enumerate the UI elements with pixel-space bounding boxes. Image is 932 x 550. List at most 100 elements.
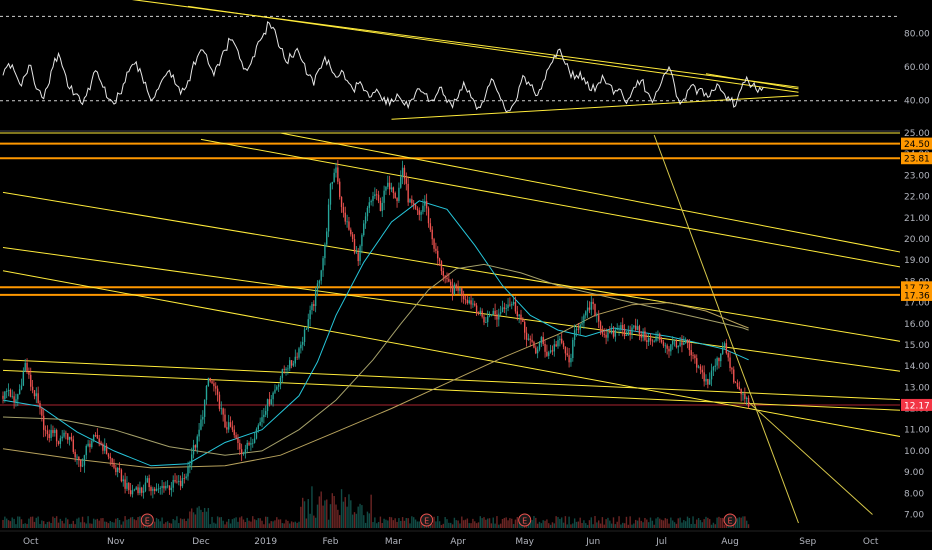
volume-bar — [13, 518, 15, 528]
volume-bar — [294, 521, 296, 528]
volume-bar — [468, 523, 470, 528]
candle-body — [120, 469, 123, 482]
price-tick-label: 11.00 — [904, 426, 930, 436]
candle-body — [220, 408, 222, 410]
volume-bar — [446, 519, 448, 528]
volume-bar — [309, 513, 311, 528]
volume-bar — [710, 524, 713, 528]
volume-bar — [535, 517, 537, 528]
volume-bar — [409, 523, 411, 528]
volume-bar — [292, 522, 295, 528]
volume-bar — [6, 518, 8, 528]
volume-bar — [586, 524, 589, 528]
candle-body — [203, 399, 206, 417]
candle-body — [72, 439, 74, 452]
volume-bar — [670, 517, 672, 528]
candle-body — [141, 487, 143, 493]
volume-bar — [723, 524, 726, 528]
volume-bar — [372, 522, 374, 528]
candle-body — [450, 281, 452, 286]
volume-bar — [87, 516, 89, 528]
earnings-marker-label: E — [145, 517, 150, 526]
candle-body — [357, 252, 359, 262]
volume-bar — [7, 520, 10, 528]
volume-bar — [475, 523, 478, 528]
candle-body — [265, 411, 267, 415]
candle-body — [322, 258, 324, 271]
candle-body — [111, 458, 113, 463]
candle-body — [2, 395, 4, 399]
candle-body — [416, 208, 419, 211]
volume-bar — [228, 518, 230, 528]
volume-bar — [74, 524, 76, 528]
volume-bar — [154, 521, 156, 528]
volume-bar — [374, 517, 376, 528]
candle-body — [52, 430, 54, 434]
candle-body — [573, 330, 576, 340]
volume-bar — [490, 523, 493, 528]
candle-body — [586, 307, 589, 312]
volume-bar — [505, 517, 507, 528]
candle-body — [446, 277, 448, 280]
candle-body — [276, 386, 278, 390]
candle-body — [263, 414, 265, 418]
candle-body — [564, 346, 567, 354]
volume-bar — [568, 516, 570, 528]
candle-body — [422, 205, 424, 212]
volume-bar — [407, 518, 409, 528]
candle-body — [457, 287, 459, 291]
volume-bar — [163, 523, 165, 528]
candle-body — [420, 211, 422, 215]
volume-bar — [233, 518, 235, 528]
volume-bar — [548, 523, 550, 528]
volume-bar — [610, 523, 613, 528]
candle-body — [118, 467, 121, 470]
volume-bar — [376, 523, 378, 528]
candle-body — [202, 416, 204, 420]
candle-body — [400, 177, 402, 188]
candle-body — [694, 355, 696, 359]
candle-body — [407, 183, 409, 203]
candle-body — [401, 167, 404, 178]
candle-body — [579, 324, 581, 330]
candle-body — [431, 229, 433, 240]
candle-body — [7, 389, 10, 391]
volume-bar — [305, 518, 308, 528]
volume-bar — [414, 519, 417, 528]
volume-bar — [350, 500, 352, 528]
candle-body — [187, 466, 189, 477]
price-trendline-4 — [2, 246, 910, 374]
candle-body — [59, 438, 62, 444]
volume-bar — [581, 523, 583, 528]
candle-body — [170, 487, 173, 491]
volume-bar — [481, 518, 483, 528]
earnings-marker-3 — [723, 513, 737, 527]
candle-body — [427, 208, 430, 224]
candle-body — [94, 435, 97, 436]
candle-body — [555, 344, 557, 347]
candle-body — [224, 414, 226, 428]
volume-bar — [231, 519, 234, 528]
candle-body — [396, 198, 398, 202]
candle-body — [561, 338, 563, 343]
candle-body — [41, 408, 43, 416]
volume-bar — [720, 517, 722, 528]
volume-bar — [263, 524, 265, 528]
volume-bar — [128, 519, 130, 528]
volume-bar — [657, 517, 659, 528]
volume-bar — [536, 523, 539, 528]
volume-bar — [135, 520, 137, 528]
volume-bar — [285, 519, 287, 528]
candle-body — [575, 328, 578, 331]
candle-body — [581, 323, 583, 325]
volume-bar — [370, 494, 372, 528]
volume-bar — [716, 517, 718, 528]
candle-body — [646, 340, 648, 343]
candle-body — [583, 315, 585, 324]
volume-bar — [303, 501, 306, 528]
candle-body — [507, 304, 509, 309]
volume-bar — [339, 515, 341, 528]
candle-body — [117, 467, 119, 473]
volume-bar — [474, 521, 476, 528]
